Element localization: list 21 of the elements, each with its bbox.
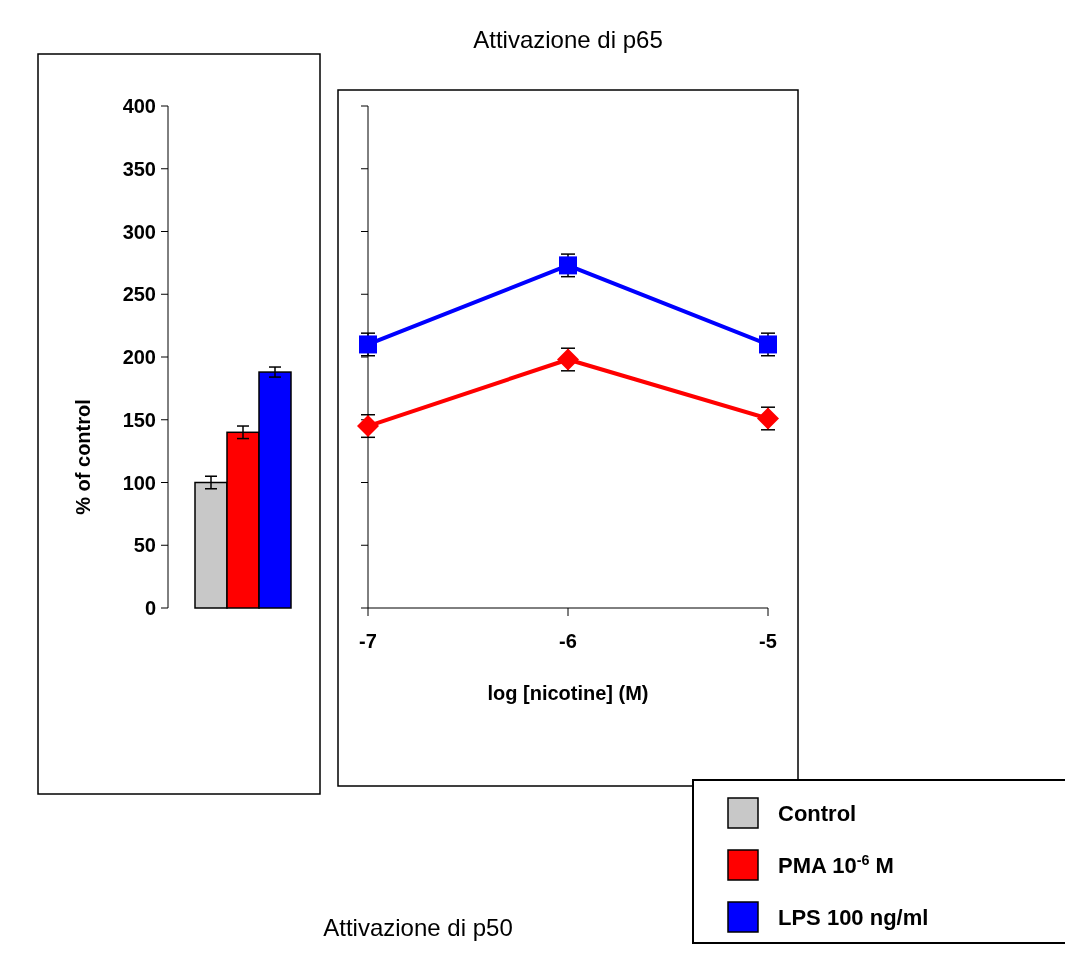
x-tick-label: -6 [559, 630, 577, 652]
y-tick-label: 350 [122, 157, 156, 180]
x-tick-label: -7 [359, 630, 377, 652]
y-axis-title: % of control [72, 399, 94, 515]
chart-title: Attivazione di p65 [473, 26, 663, 53]
y-tick-label: 400 [122, 95, 156, 117]
y-tick-label: 200 [122, 346, 156, 368]
y-tick-label: 300 [122, 220, 156, 243]
legend-label: PMA 10$^{-6}$ M [778, 851, 894, 878]
x-tick-label: -5 [759, 630, 777, 652]
x-axis-title: log [nicotine] (M) [487, 682, 649, 704]
y-tick-label: 0 [144, 597, 156, 619]
legend-label: LPS 100 ng/ml [778, 904, 929, 930]
y-tick-label: 250 [122, 283, 156, 306]
y-tick-label: 50 [133, 534, 156, 557]
point [359, 335, 377, 354]
text: Attivazione di p50 [323, 914, 513, 941]
y-tick-label: 100 [122, 471, 156, 494]
point [357, 415, 379, 438]
y-tick-label: 150 [122, 408, 156, 431]
legend-label: Control [778, 800, 857, 826]
